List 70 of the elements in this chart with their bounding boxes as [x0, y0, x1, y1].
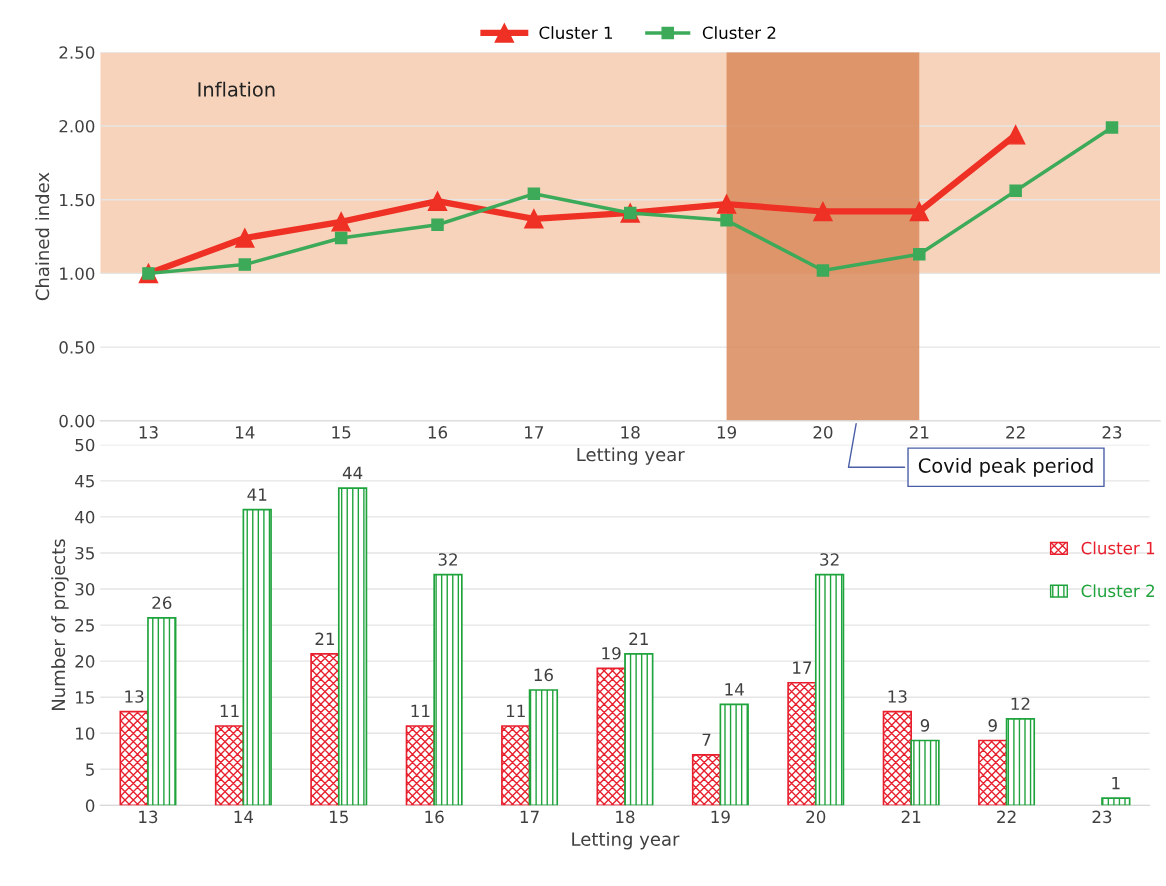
data-label: 13 — [125, 690, 144, 703]
x-tick-label: 19 — [717, 426, 737, 439]
y-tick-label: 10 — [76, 727, 95, 740]
x-tick-label: 13 — [139, 810, 158, 824]
y-tick-label: 35 — [75, 546, 94, 560]
y-tick-label: 25 — [75, 619, 94, 632]
y-tick-label: 45 — [75, 475, 94, 488]
data-label: 9 — [988, 719, 997, 732]
x-tick-label: 22 — [997, 810, 1016, 823]
x-tick-label: 19 — [711, 810, 730, 824]
band-label: Covid peak period — [918, 457, 1093, 477]
data-label: 44 — [342, 466, 363, 480]
data-label: 12 — [1011, 697, 1030, 710]
y-tick-label: 2.00 — [59, 119, 95, 133]
y-tick-label: 50 — [75, 438, 95, 452]
x-tick-label: 20 — [806, 810, 826, 824]
x-tick-label: 21 — [909, 426, 929, 439]
x-axis-title: Letting year — [577, 447, 685, 465]
y-tick-label: 1.50 — [60, 193, 95, 207]
y-tick-label: 5 — [86, 763, 94, 776]
data-label: 32 — [820, 553, 839, 566]
y-tick-label: 0 — [85, 799, 95, 812]
x-tick-label: 15 — [332, 426, 351, 439]
legend-label: Cluster 2 — [1081, 584, 1154, 598]
x-tick-label: 17 — [525, 426, 544, 439]
data-label: 32 — [438, 553, 457, 566]
y-tick-label: 40 — [75, 510, 95, 524]
data-label: 13 — [888, 690, 907, 703]
band-label: Inflation — [198, 81, 275, 97]
data-label: 11 — [220, 704, 239, 718]
x-tick-label: 14 — [236, 426, 255, 439]
x-tick-label: 14 — [234, 810, 254, 823]
y-tick-label: 0.50 — [59, 341, 95, 354]
x-tick-label: 21 — [901, 810, 921, 823]
x-axis-title: Letting year — [572, 831, 680, 850]
y-tick-label: 0.00 — [59, 414, 95, 428]
y-tick-label: 15 — [76, 691, 94, 704]
x-tick-label: 22 — [1006, 426, 1025, 439]
x-tick-label: 18 — [616, 810, 635, 824]
data-label: 9 — [920, 719, 930, 732]
legend-label: Cluster 1 — [539, 26, 613, 40]
x-tick-label: 18 — [621, 426, 640, 439]
y-axis-title: Chained index — [35, 172, 50, 301]
y-tick-label: 20 — [75, 655, 95, 668]
data-label: 17 — [793, 661, 812, 674]
data-label: 26 — [152, 596, 172, 610]
data-label: 1 — [1112, 776, 1120, 790]
data-label: 19 — [602, 646, 621, 660]
y-tick-label: 30 — [75, 582, 95, 596]
x-tick-label: 20 — [813, 426, 833, 439]
data-label: 7 — [702, 733, 711, 746]
data-label: 11 — [411, 704, 430, 718]
x-tick-label: 15 — [330, 810, 348, 824]
x-tick-label: 17 — [520, 810, 539, 823]
x-tick-label: 16 — [428, 426, 448, 439]
data-label: 21 — [315, 632, 335, 645]
x-tick-label: 13 — [139, 426, 158, 439]
data-label: 14 — [725, 683, 744, 696]
x-tick-label: 23 — [1102, 426, 1122, 439]
y-tick-label: 2.50 — [59, 46, 95, 59]
x-tick-label: 23 — [1092, 810, 1112, 824]
x-tick-label: 16 — [425, 810, 444, 824]
y-tick-label: 1.00 — [60, 267, 95, 280]
data-label: 11 — [506, 704, 525, 718]
y-axis-title: Number of projects — [51, 539, 69, 711]
legend-label: Cluster 2 — [702, 26, 776, 40]
data-label: 21 — [629, 632, 648, 645]
data-label: 16 — [534, 668, 553, 682]
legend-label: Cluster 1 — [1081, 541, 1155, 555]
data-label: 41 — [247, 488, 267, 501]
